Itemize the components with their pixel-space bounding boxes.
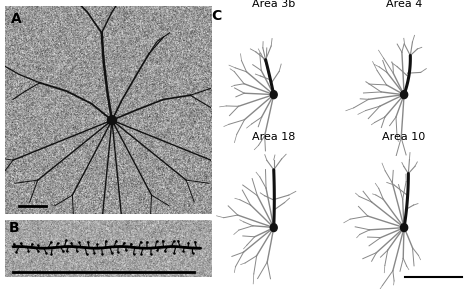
Circle shape (401, 91, 408, 99)
Circle shape (401, 224, 408, 231)
Text: B: B (9, 221, 19, 235)
Text: Area 18: Area 18 (252, 131, 295, 142)
Circle shape (108, 116, 117, 125)
Text: Area 4: Area 4 (386, 0, 422, 9)
Circle shape (270, 91, 277, 99)
Circle shape (270, 224, 277, 231)
Text: A: A (11, 12, 22, 26)
Text: Area 10: Area 10 (383, 131, 426, 142)
Text: Area 3b: Area 3b (252, 0, 295, 9)
Text: C: C (211, 9, 221, 23)
